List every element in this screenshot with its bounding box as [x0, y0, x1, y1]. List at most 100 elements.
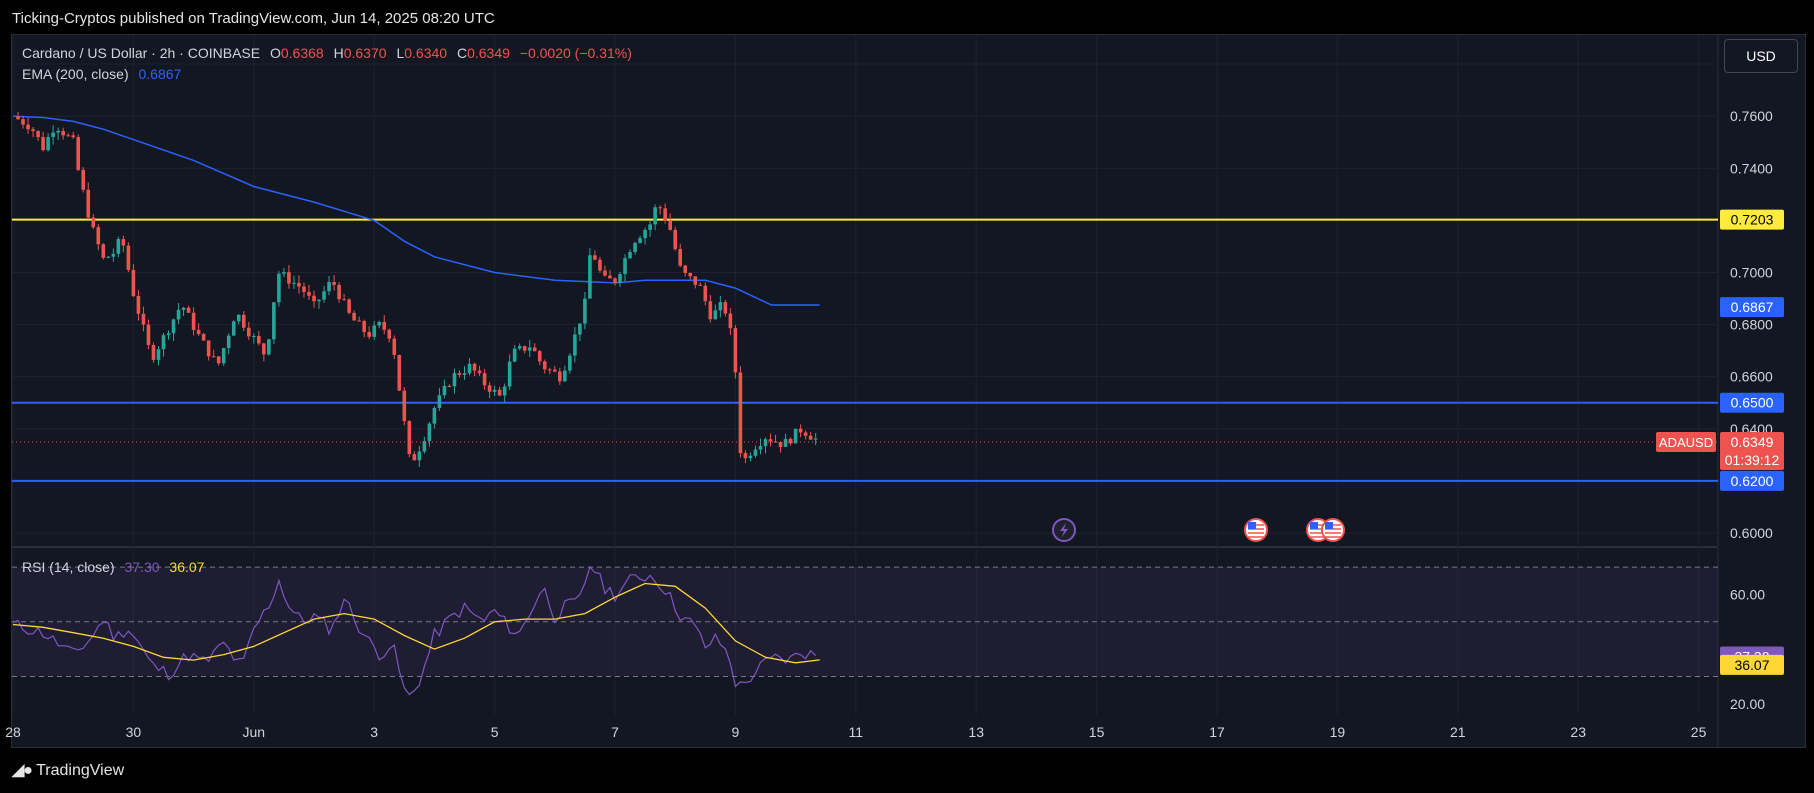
candle-body: [51, 132, 55, 138]
candle-body: [748, 455, 753, 459]
candle-body: [66, 135, 70, 137]
candle-body: [623, 258, 627, 275]
lightning-icon[interactable]: [1052, 518, 1076, 542]
candle-body: [758, 446, 763, 450]
candle-body: [91, 217, 96, 228]
price-tick-label: 0.7600: [1730, 108, 1773, 124]
candle-body: [688, 272, 693, 277]
candle-body: [41, 137, 45, 151]
candle-body: [201, 334, 206, 341]
candle-body: [282, 272, 286, 274]
candle-body: [768, 439, 773, 442]
x-tick-label: 5: [491, 724, 499, 740]
symbol-title[interactable]: Cardano / US Dollar · 2h · COINBASE: [22, 45, 261, 61]
ohlc-open-label: O: [269, 45, 281, 61]
candle-body: [522, 346, 527, 351]
level-label-bg: [1720, 392, 1784, 413]
candle-body: [713, 310, 718, 320]
us-flag-icon[interactable]: [1321, 518, 1345, 542]
candle-body: [457, 373, 462, 375]
candle-body: [422, 441, 427, 452]
last-price-label: 0.6349: [1731, 434, 1774, 450]
candle-body: [397, 354, 402, 391]
candle-body: [81, 169, 86, 190]
candle-body: [277, 273, 281, 303]
candle-body: [186, 307, 191, 313]
x-tick-label: 9: [732, 724, 740, 740]
candle-body: [708, 301, 713, 320]
candle-body: [231, 321, 236, 336]
candle-body: [643, 229, 647, 239]
candle-body: [206, 340, 211, 357]
ohlc-close: 0.6349: [467, 45, 510, 61]
candle-body: [718, 302, 723, 311]
rsi-label[interactable]: RSI (14, close): [22, 559, 115, 575]
ohlc-low: 0.6340: [404, 45, 448, 61]
candle-body: [633, 242, 637, 252]
chart-panel[interactable]: [11, 34, 1806, 748]
candle-body: [427, 423, 432, 442]
rsi-ma-label-bg: [1720, 654, 1784, 675]
candle-body: [783, 438, 788, 447]
ema-price-label: 0.6867: [1731, 299, 1774, 315]
candle-body: [236, 314, 241, 322]
candle-body: [618, 274, 622, 283]
us-flag-icon[interactable]: [1244, 518, 1268, 542]
candle-body: [733, 328, 738, 373]
candle-body: [442, 385, 447, 396]
x-tick-label: Jun: [243, 724, 266, 740]
candle-body: [507, 361, 512, 387]
x-tick-label: 23: [1570, 724, 1586, 740]
candle-body: [437, 395, 442, 409]
candle-body: [763, 439, 768, 447]
candle-body: [487, 385, 492, 392]
candle-body: [578, 323, 582, 335]
level-label-bg: [1720, 209, 1784, 230]
candle-body: [703, 285, 708, 302]
candle-body: [21, 119, 25, 125]
candle-body: [527, 347, 532, 351]
candle-body: [267, 339, 271, 355]
candle-body: [638, 238, 642, 243]
candle-body: [151, 344, 156, 360]
candle-body: [86, 189, 91, 218]
candle-body: [121, 239, 126, 246]
candle-body: [542, 361, 547, 370]
candle-body: [432, 408, 437, 424]
candle-body: [663, 208, 667, 221]
candle-body: [803, 432, 808, 436]
candle-body: [56, 130, 60, 133]
candle-body: [598, 259, 602, 271]
ohlc-open: 0.6368: [280, 45, 324, 61]
candle-body: [482, 373, 487, 386]
candle-body: [648, 224, 652, 230]
candle-body: [357, 320, 361, 322]
candle-body: [332, 282, 336, 285]
candle-body: [778, 442, 783, 447]
candle-body: [111, 253, 116, 257]
candle-body: [191, 312, 196, 330]
candle-body: [673, 229, 677, 250]
candle-body: [558, 371, 562, 382]
candle-body: [738, 372, 743, 454]
publish-header: Ticking-Cryptos published on TradingView…: [0, 0, 1814, 34]
candle-body: [417, 451, 422, 461]
candle-body: [563, 370, 567, 382]
currency-button[interactable]: USD: [1724, 39, 1798, 73]
rsi-line: [12, 565, 817, 696]
candle-body: [653, 207, 657, 225]
candle-body: [728, 313, 733, 329]
candle-body: [537, 351, 542, 362]
price-tick-label: 0.6600: [1730, 369, 1773, 385]
candle-body: [61, 130, 65, 136]
candle-body: [352, 312, 356, 321]
candle-body: [813, 438, 818, 440]
candle-body: [156, 349, 161, 360]
candle-body: [101, 244, 106, 258]
candle-body: [407, 421, 412, 455]
ema-label[interactable]: EMA (200, close): [22, 66, 129, 82]
candle-body: [382, 321, 387, 330]
price-tick-label: 0.7000: [1730, 264, 1773, 280]
candle-body: [402, 390, 407, 422]
